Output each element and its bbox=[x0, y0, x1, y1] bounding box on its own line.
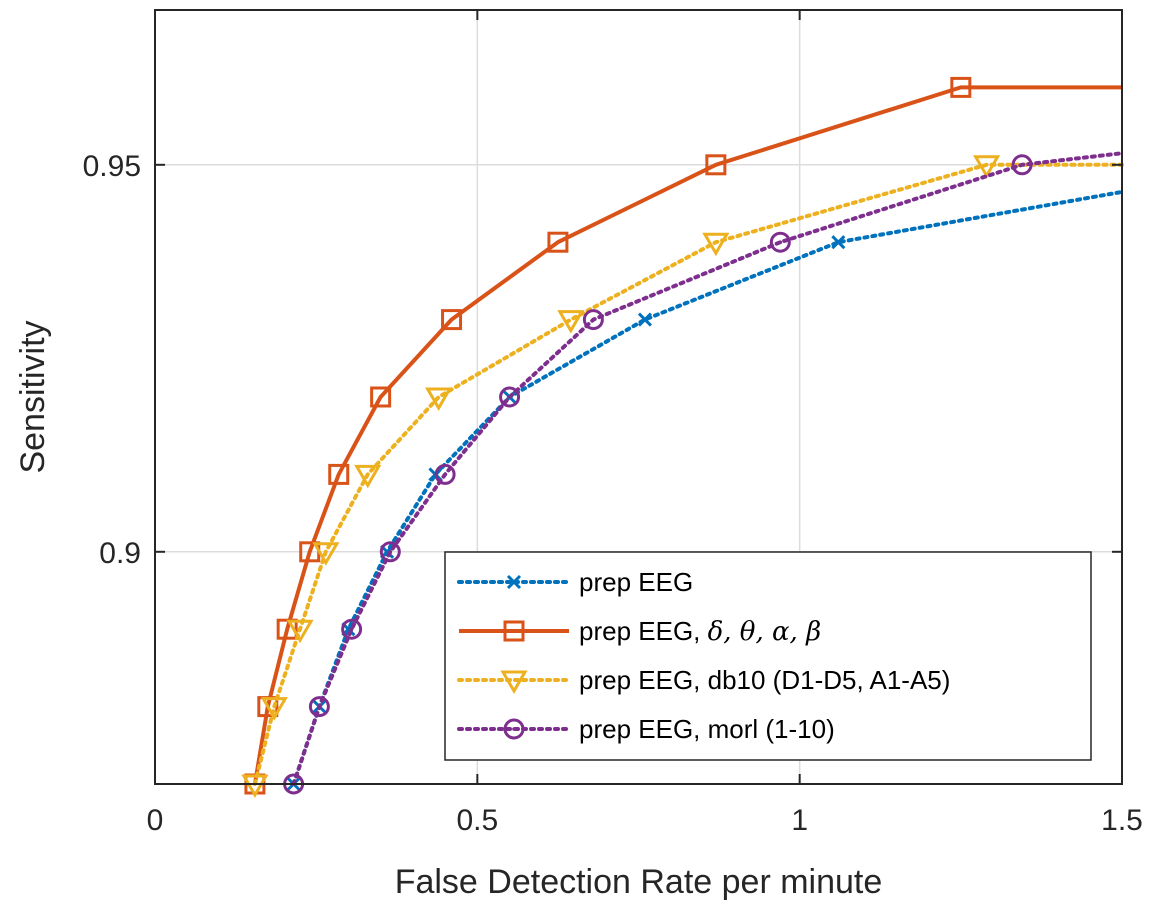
series-3-marker bbox=[260, 697, 288, 721]
series-4-marker-dot bbox=[778, 240, 783, 244]
series-4-marker-ring bbox=[379, 541, 401, 563]
series-3-marker bbox=[354, 464, 382, 489]
y-tick-label: 0.9 bbox=[99, 537, 141, 570]
legend-label-1-text: prep EEG bbox=[579, 567, 693, 597]
x-axis-label: False Detection Rate per minute bbox=[395, 863, 883, 901]
y-axis-label: Sensitivity bbox=[14, 320, 52, 473]
legend-marker-4-ring bbox=[503, 718, 525, 740]
series-3-marker bbox=[312, 542, 340, 566]
series-4-marker-ring bbox=[308, 696, 330, 718]
series-3 bbox=[241, 155, 1124, 798]
y-tick-label: 0.95 bbox=[83, 150, 141, 183]
series-4-marker-dot bbox=[349, 627, 354, 631]
series-3-marker bbox=[286, 619, 314, 644]
series-4-marker bbox=[582, 309, 604, 331]
series-3-marker bbox=[241, 774, 269, 798]
legend-marker-3 bbox=[500, 670, 528, 694]
legend-label-2: prep EEG, δ, θ, α, β bbox=[579, 616, 821, 647]
legend-label-3: prep EEG, db10 (D1-D5, A1-A5) bbox=[579, 665, 950, 695]
tick-layer: 0 0.5 1 1.5 0.9 0.95 bbox=[83, 10, 1143, 837]
series-4 bbox=[283, 151, 1124, 795]
legend-label-1: prep EEG bbox=[579, 567, 693, 597]
series-2-marker bbox=[547, 231, 569, 253]
series-2-line bbox=[252, 85, 1122, 785]
legend-label-4: prep EEG, morl (1-10) bbox=[579, 714, 835, 744]
series-3-marker bbox=[973, 155, 1001, 179]
series-2-marker bbox=[441, 309, 463, 331]
series-3-marker bbox=[702, 232, 730, 257]
series-1-marker bbox=[831, 235, 846, 250]
series-2-marker bbox=[950, 76, 972, 98]
series-4-marker-ring bbox=[434, 463, 456, 485]
series-4-line bbox=[291, 151, 1124, 786]
series-4-marker-dot bbox=[1020, 163, 1024, 167]
series-4-marker-dot bbox=[388, 550, 393, 554]
series-4-marker bbox=[769, 231, 791, 253]
series-1-marker bbox=[637, 312, 653, 327]
legend-box bbox=[444, 551, 1092, 761]
legend-label-3-text: prep EEG, db10 (D1-D5, A1-A5) bbox=[579, 665, 950, 695]
legend-marker-4-dot bbox=[512, 727, 516, 731]
legend: prep EEG prep EEG, δ, θ, α, β prep EEG, db… bbox=[444, 551, 1092, 761]
series-4-marker-ring bbox=[582, 309, 604, 331]
legend-label-4-text: prep EEG, morl (1-10) bbox=[579, 714, 835, 744]
series-4-marker-dot bbox=[507, 395, 512, 399]
series-4-marker-ring bbox=[341, 618, 363, 640]
series-4-marker-dot bbox=[443, 472, 447, 477]
legend-marker-4 bbox=[503, 718, 525, 740]
series-2-marker bbox=[705, 154, 727, 176]
legend-label-2-greek: δ, θ, α, β bbox=[708, 617, 821, 647]
series-4-marker bbox=[379, 541, 401, 563]
series-4-marker-dot bbox=[317, 704, 322, 709]
series-4-marker bbox=[434, 463, 456, 485]
series-3-marker bbox=[425, 387, 453, 411]
series-4-marker-ring bbox=[769, 231, 791, 253]
plot-frame bbox=[154, 9, 1123, 785]
series-4-marker bbox=[499, 386, 521, 408]
x-tick-label: 1 bbox=[791, 804, 808, 837]
series-4-marker-dot bbox=[591, 317, 596, 322]
series-3-line bbox=[252, 162, 1124, 786]
x-tick-label: 0.5 bbox=[456, 804, 498, 837]
series-4-marker-ring bbox=[499, 386, 521, 408]
series-layer bbox=[241, 76, 1124, 798]
x-tick-label: 1.5 bbox=[1101, 804, 1143, 837]
series-4-marker bbox=[308, 696, 330, 718]
series-3-marker bbox=[557, 310, 585, 334]
legend-marker-2 bbox=[503, 620, 525, 642]
series-2-marker bbox=[328, 463, 350, 485]
series-2-marker bbox=[370, 386, 392, 408]
x-tick-label: 0 bbox=[147, 804, 164, 837]
series-4-marker bbox=[341, 618, 363, 640]
series-4-marker-ring bbox=[1011, 154, 1033, 176]
legend-label-2-text: prep EEG, bbox=[579, 616, 708, 646]
series-4-marker bbox=[1011, 154, 1033, 176]
legend-marker-1 bbox=[506, 574, 522, 590]
